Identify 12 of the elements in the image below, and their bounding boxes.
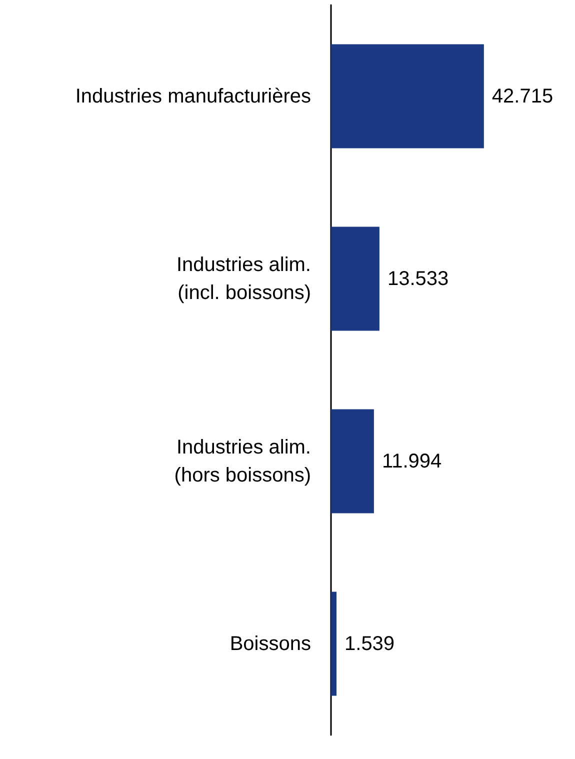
bar — [331, 226, 380, 331]
bar — [331, 592, 337, 696]
y-tick-label: Industries alim. (incl. boissons) — [176, 254, 311, 304]
bar — [331, 409, 374, 514]
y-tick-label: Industries manufacturières — [75, 85, 311, 108]
data-label: 1.539 — [344, 632, 395, 655]
y-tick-label: Industries alim. (hors boissons) — [174, 436, 311, 486]
y-tick-label: Boissons — [230, 632, 311, 655]
data-label: 42.715 — [492, 85, 554, 108]
bar — [331, 44, 484, 148]
data-label: 13.533 — [387, 268, 449, 290]
data-label: 11.994 — [382, 450, 442, 472]
